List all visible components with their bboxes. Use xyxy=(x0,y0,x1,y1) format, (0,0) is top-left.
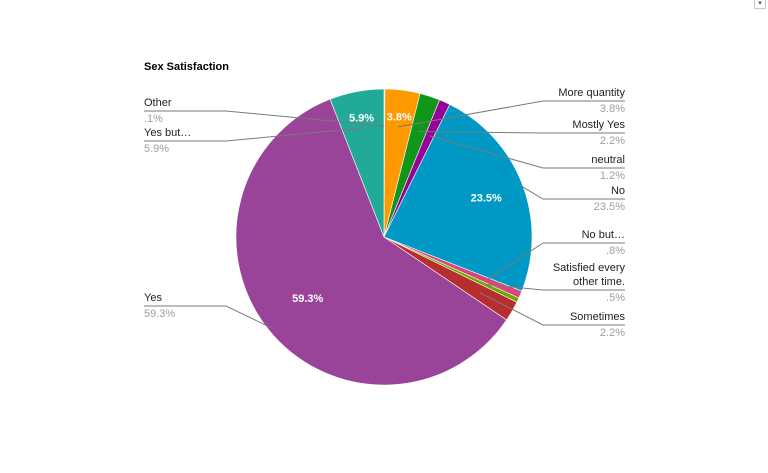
callout-other: Other .1% xyxy=(144,97,385,127)
callout-label: Other xyxy=(144,97,172,109)
callout-yes-but: Yes but… 5.9% xyxy=(144,127,364,155)
slice-yes-but[interactable] xyxy=(329,88,385,238)
callout-satisfied-every-other-time: Satisfied every other time. .5% xyxy=(484,262,625,304)
callout-no: No 23.5% xyxy=(519,184,625,213)
callout-label: No but… xyxy=(582,229,625,241)
callout-neutral: neutral 1.2% xyxy=(429,135,625,182)
callout-label: other time. xyxy=(573,276,625,288)
chart-title: Sex Satisfaction xyxy=(144,61,229,73)
callout-mostly-yes: Mostly Yes 2.2% xyxy=(418,119,625,147)
callout-label: More quantity xyxy=(558,87,625,99)
chevron-down-icon[interactable]: ▾ xyxy=(754,0,766,9)
callout-yes: Yes 59.3% xyxy=(144,292,271,328)
callout-label: Sometimes xyxy=(570,311,626,323)
callout-percent: 2.2% xyxy=(600,135,625,147)
callout-more-quantity: More quantity 3.8% xyxy=(397,87,625,128)
callout-label: neutral xyxy=(591,154,625,166)
callout-percent: 59.3% xyxy=(144,308,175,320)
slice-value-label: 23.5% xyxy=(471,193,502,205)
callout-sometimes: Sometimes 2.2% xyxy=(479,292,626,339)
slice-value-label: 3.8% xyxy=(387,112,412,124)
callout-percent: 5.9% xyxy=(144,143,169,155)
slice-value-label: 5.9% xyxy=(349,113,374,125)
callout-no-but: No but… .8% xyxy=(485,229,625,281)
callout-percent: 1.2% xyxy=(600,170,625,182)
callout-label: Yes xyxy=(144,292,162,304)
callout-label: Satisfied every xyxy=(553,262,626,274)
callout-percent: .8% xyxy=(606,245,625,257)
callout-percent: 3.8% xyxy=(600,103,625,115)
pie-slices xyxy=(235,88,533,386)
callout-label: Yes but… xyxy=(144,127,191,139)
slice-value-label: 59.3% xyxy=(292,293,323,305)
slice-labels: 3.8% 23.5% 59.3% 5.9% xyxy=(292,112,502,305)
callout-percent: .5% xyxy=(606,292,625,304)
callout-label: No xyxy=(611,185,625,197)
callout-percent: .1% xyxy=(144,113,163,125)
callout-label: Mostly Yes xyxy=(572,119,625,131)
callout-percent: 23.5% xyxy=(594,201,625,213)
slice-yes[interactable] xyxy=(235,98,507,386)
callout-percent: 2.2% xyxy=(600,327,625,339)
slice-no[interactable] xyxy=(383,104,533,292)
